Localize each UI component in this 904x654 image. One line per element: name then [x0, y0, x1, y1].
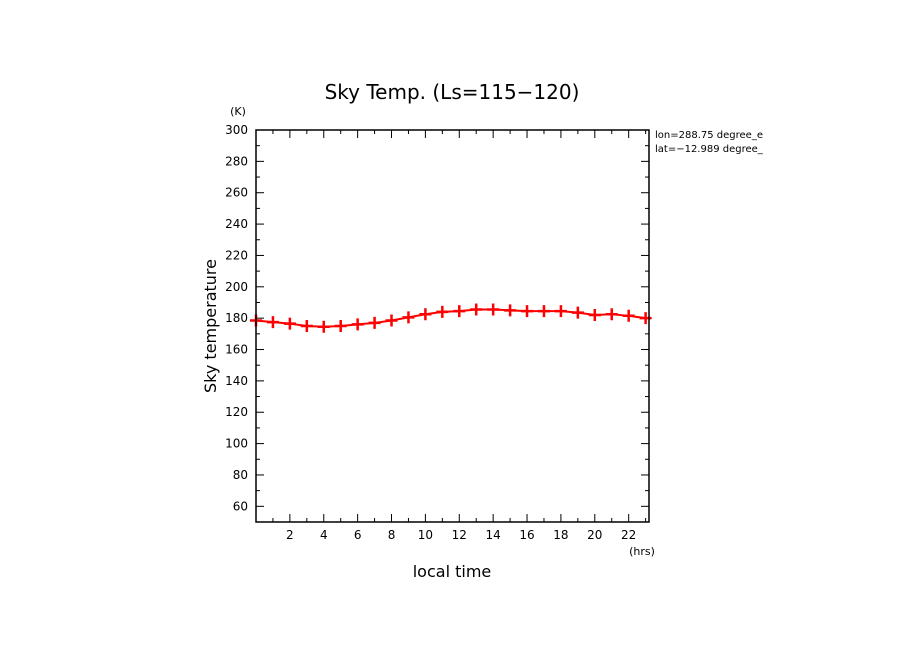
- data-point-marker: [588, 309, 601, 322]
- x-tick-label: 22: [621, 528, 636, 542]
- y-tick-label: 140: [225, 374, 248, 388]
- y-tick-label: 220: [225, 248, 248, 262]
- x-tick-label: 6: [354, 528, 362, 542]
- data-point-marker: [521, 305, 534, 318]
- x-tick-label: 20: [587, 528, 602, 542]
- series-line: [255, 308, 646, 328]
- annotation-clip-mask: [779, 126, 904, 158]
- y-tick-label: 200: [225, 280, 248, 294]
- x-tick-label: 2: [286, 528, 294, 542]
- data-point-marker: [283, 317, 296, 330]
- data-point-marker: [368, 316, 381, 329]
- data-point-marker: [351, 318, 364, 331]
- data-point-marker: [537, 305, 550, 318]
- annotation-lat: lat=−12.989 degree_: [655, 144, 764, 155]
- y-tick-label: 280: [225, 154, 248, 168]
- y-tick-label: 180: [225, 311, 248, 325]
- data-point-marker: [385, 314, 398, 327]
- data-point-marker: [402, 311, 415, 324]
- data-point-marker: [622, 309, 635, 322]
- data-point-marker: [504, 304, 517, 317]
- plot-frame: [255, 129, 650, 523]
- x-tick-label: 4: [320, 528, 328, 542]
- y-axis-label: Sky temperature: [201, 259, 220, 393]
- y-tick-label: 120: [225, 405, 248, 419]
- data-point-marker: [300, 320, 313, 332]
- y-tick-label: 300: [225, 123, 248, 137]
- y-unit-label: (K): [230, 105, 246, 118]
- y-tick-label: 260: [225, 186, 248, 200]
- x-unit-label: (hrs): [629, 545, 655, 558]
- tick-labels: 2 4 6 8 10 12 14 16 18 20 22 60 80 100 120 140 160 180 200…: [225, 123, 636, 542]
- data-point-marker: [419, 308, 432, 321]
- x-axis-label: local time: [413, 562, 492, 581]
- data-point-marker: [470, 303, 483, 316]
- y-tick-label: 80: [233, 468, 248, 482]
- data-point-marker: [487, 303, 500, 316]
- y-tick-label: 240: [225, 217, 248, 231]
- data-point-marker: [317, 320, 330, 333]
- x-tick-label: 8: [388, 528, 396, 542]
- data-point-marker: [554, 305, 567, 318]
- chart-title: Sky Temp. (Ls=115−120): [325, 80, 580, 104]
- x-tick-label: 12: [452, 528, 467, 542]
- y-tick-label: 160: [225, 343, 248, 357]
- data-point-marker: [605, 308, 618, 321]
- data-point-marker: [266, 316, 279, 329]
- data-point-marker: [639, 312, 652, 325]
- series-temperature: [250, 303, 652, 333]
- x-tick-label: 18: [553, 528, 568, 542]
- y-tick-label: 60: [233, 499, 248, 513]
- data-point-marker: [436, 305, 449, 318]
- data-point-marker: [334, 320, 347, 332]
- x-tick-label: 10: [418, 528, 433, 542]
- annotation-lon: lon=288.75 degree_e: [655, 130, 763, 141]
- data-point-marker: [571, 306, 584, 319]
- data-point-marker: [453, 305, 466, 318]
- x-tick-label: 14: [486, 528, 501, 542]
- x-tick-label: 16: [519, 528, 534, 542]
- y-tick-label: 100: [225, 437, 248, 451]
